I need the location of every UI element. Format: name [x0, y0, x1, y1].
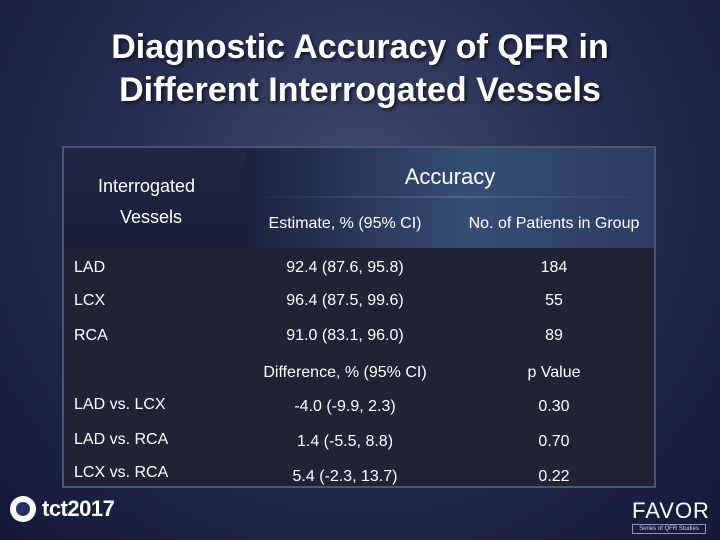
tct-logo-text: tct2017: [42, 496, 115, 521]
difference-lad-lcx: -4.0 (-9.9, 2.3): [294, 398, 396, 415]
row-patients-lad: 184: [540, 259, 568, 276]
pvalue-lad-rca: 0.70: [538, 433, 570, 450]
comparison-lad-rca: LAD vs. RCA: [74, 431, 169, 448]
header-interrogated: Interrogated: [98, 176, 196, 196]
header-vessels: Vessels: [120, 207, 183, 227]
row-vessel-rca: RCA: [74, 327, 108, 344]
comparison-lad-lcx: LAD vs. LCX: [74, 396, 166, 413]
header-pvalue: p Value: [527, 364, 581, 381]
favor-logo-tagline: Series of QFR Studies: [632, 524, 706, 534]
row-estimate-rca: 91.0 (83.1, 96.0): [286, 327, 404, 344]
row-vessel-lad: LAD: [74, 259, 106, 276]
header-difference: Difference, % (95% CI): [263, 364, 427, 381]
tct-logo: tct2017: [10, 496, 115, 522]
header-accuracy: Accuracy: [404, 164, 496, 189]
pvalue-lcx-rca: 0.22: [538, 468, 570, 485]
row-estimate-lad: 92.4 (87.6, 95.8): [286, 259, 404, 276]
row-estimate-lcx: 96.4 (87.5, 99.6): [286, 292, 404, 309]
table-header-right: Accuracy Estimate, % (95% CI) No. of Pat…: [246, 148, 654, 248]
comparison-lcx-rca: LCX vs. RCA: [74, 464, 169, 481]
table-header-left: Interrogated Vessels: [64, 148, 246, 248]
pvalue-lad-lcx: 0.30: [538, 398, 570, 415]
results-table: Interrogated Vessels Accuracy Estimate, …: [62, 146, 656, 488]
tct-logo-icon: [10, 496, 36, 522]
difference-lad-rca: 1.4 (-5.5, 8.8): [296, 433, 394, 450]
header-patients: No. of Patients in Group: [468, 215, 640, 232]
favor-logo: FAVOR Series of QFR Studies: [632, 498, 710, 534]
row-patients-lcx: 55: [545, 292, 563, 309]
difference-lcx-rca: 5.4 (-2.3, 13.7): [292, 468, 398, 485]
title-line-2: Different Interrogated Vessels: [119, 71, 601, 109]
favor-logo-name: FAVOR: [632, 498, 710, 523]
title-line-1: Diagnostic Accuracy of QFR in: [111, 28, 609, 66]
slide-title: Diagnostic Accuracy of QFR in Different …: [0, 26, 720, 112]
row-patients-rca: 89: [545, 327, 563, 344]
header-estimate: Estimate, % (95% CI): [268, 215, 422, 232]
row-vessel-lcx: LCX: [74, 292, 106, 309]
